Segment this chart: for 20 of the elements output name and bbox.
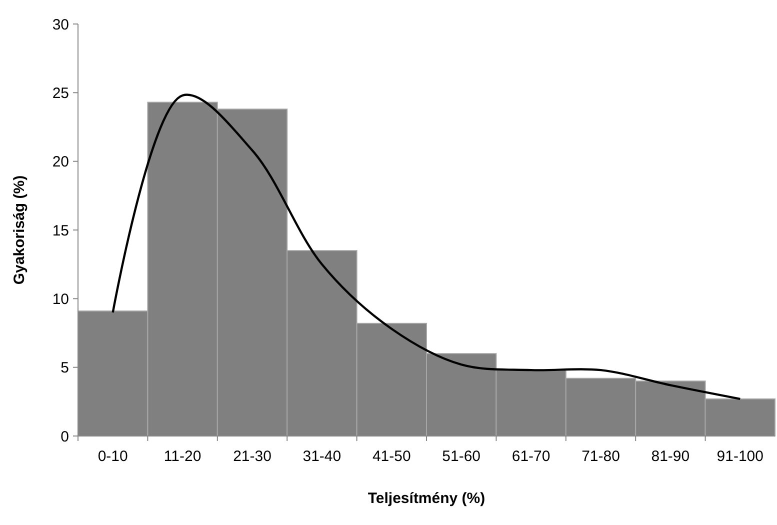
y-tick-label: 10 <box>52 290 69 308</box>
x-tick-label: 51-60 <box>442 448 481 465</box>
x-tick-label: 71-80 <box>582 448 620 465</box>
x-tick-label: 81-90 <box>651 448 690 465</box>
y-tick-label: 0 <box>60 428 69 446</box>
y-axis-title: Gyakoriság (%) <box>11 175 28 285</box>
y-tick-label: 30 <box>52 16 69 34</box>
x-tick-label: 11-20 <box>164 448 202 465</box>
x-tick-label: 31-40 <box>302 448 342 465</box>
x-tick-label: 41-50 <box>372 448 411 465</box>
x-axis-title: Teljesítmény (%) <box>368 490 486 507</box>
line-series <box>112 94 742 400</box>
x-tick-label: 91-100 <box>716 448 764 465</box>
x-tick-label: 61-70 <box>512 448 550 465</box>
y-tick-label: 25 <box>52 84 69 102</box>
x-tick-label: 0-10 <box>98 448 128 465</box>
y-tick-label: 20 <box>52 154 69 171</box>
y-tick-label: 5 <box>60 360 69 377</box>
y-tick-label: 15 <box>52 222 69 240</box>
x-tick-label: 21-30 <box>233 448 272 465</box>
